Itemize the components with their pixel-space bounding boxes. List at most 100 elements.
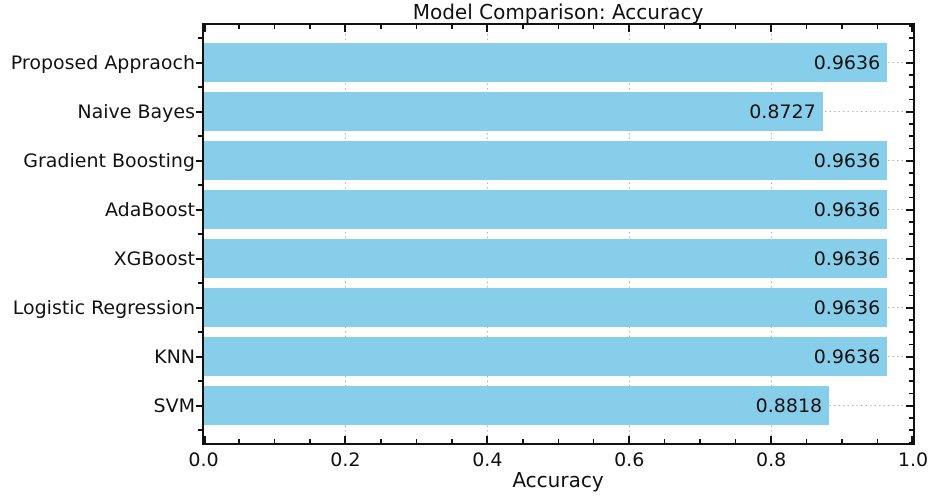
y-axis-tick <box>198 184 202 186</box>
x-axis-tick <box>699 439 701 443</box>
y-axis-tick <box>909 86 913 88</box>
bar-value-label: 0.9636 <box>813 198 881 221</box>
bar-value-label: 0.8727 <box>749 100 816 123</box>
y-axis-tick <box>195 355 202 358</box>
y-axis-tick <box>198 37 202 39</box>
bar: 0.9636 <box>203 239 888 278</box>
x-axis-tick <box>770 25 773 32</box>
x-axis-tick <box>273 25 276 29</box>
y-axis-tick <box>909 221 913 223</box>
y-axis-tick <box>198 135 202 137</box>
x-axis-tick <box>841 439 843 443</box>
y-axis-tick <box>198 429 202 431</box>
x-axis-tick-label: 0.0 <box>188 449 219 471</box>
y-axis-label: XGBoost <box>113 247 195 270</box>
x-axis-tick <box>876 25 879 29</box>
y-axis-tick <box>909 147 913 149</box>
x-axis-tick-label: 0.4 <box>472 449 503 471</box>
x-axis-tick <box>344 25 347 32</box>
y-axis-tick <box>906 355 913 358</box>
y-axis-tick <box>909 184 913 186</box>
y-axis-tick <box>909 429 913 431</box>
y-axis-tick <box>906 208 913 211</box>
y-axis-tick <box>198 282 202 284</box>
y-axis-tick <box>909 368 913 370</box>
x-axis-tick <box>486 436 489 443</box>
chart-title: Model Comparison: Accuracy <box>412 0 704 24</box>
x-axis-tick <box>238 439 240 443</box>
x-axis-tick <box>451 439 453 443</box>
y-axis-tick <box>909 196 913 198</box>
y-axis-tick <box>909 37 913 39</box>
x-axis-tick <box>309 439 311 443</box>
y-axis-tick <box>195 257 202 260</box>
x-axis-tick <box>805 25 808 29</box>
bar: 0.9636 <box>203 190 888 229</box>
y-axis-label: AdaBoost <box>105 198 195 221</box>
y-axis-tick <box>198 331 202 333</box>
x-axis-tick <box>628 25 631 32</box>
x-axis-tick <box>415 25 418 29</box>
y-axis-tick <box>909 441 913 443</box>
y-axis-tick <box>909 49 913 51</box>
bar-value-label: 0.9636 <box>813 345 881 368</box>
x-axis-tick <box>380 439 382 443</box>
bar: 0.9636 <box>203 288 888 327</box>
bar-value-label: 0.9636 <box>813 296 881 319</box>
x-axis-tick <box>841 25 843 29</box>
y-axis-tick <box>909 319 913 321</box>
y-axis-label: Naive Bayes <box>77 100 195 123</box>
grid-line-vertical <box>486 25 488 443</box>
x-axis-tick <box>734 25 737 29</box>
bar-value-label: 0.9636 <box>813 51 881 74</box>
y-axis-tick <box>909 233 913 235</box>
y-axis-tick <box>906 404 913 407</box>
y-axis-tick <box>195 208 202 211</box>
y-axis-tick <box>909 331 913 333</box>
x-axis-tick <box>911 436 913 443</box>
y-axis-tick <box>195 61 202 64</box>
x-axis-tick <box>663 439 666 443</box>
y-axis-tick <box>909 294 913 296</box>
x-axis-tick-label: 0.6 <box>614 449 645 471</box>
x-axis-tick <box>592 25 595 29</box>
y-axis-tick <box>909 270 913 272</box>
y-axis-tick <box>198 233 202 235</box>
bar: 0.9636 <box>203 43 888 82</box>
y-axis-label: Gradient Boosting <box>23 149 195 172</box>
x-axis-tick <box>734 439 737 443</box>
y-axis-tick <box>906 61 913 64</box>
y-axis-tick <box>909 282 913 284</box>
x-axis-tick <box>522 25 524 29</box>
plot-area: 0.9636 0.8727 0.9636 0.9636 0.9636 0.9636 0.96… <box>195 23 915 445</box>
bar: 0.8727 <box>203 92 823 131</box>
y-axis-tick <box>195 110 202 113</box>
x-axis-tick <box>805 439 808 443</box>
grid-line-vertical <box>770 25 772 443</box>
x-axis-tick-label: 1.0 <box>897 449 929 471</box>
bar: 0.9636 <box>203 141 888 180</box>
x-axis-tick <box>309 25 311 29</box>
x-axis-tick <box>273 439 276 443</box>
x-axis-tick <box>663 25 666 29</box>
x-axis-tick <box>770 436 773 443</box>
y-axis-label: Logistic Regression <box>12 296 195 319</box>
x-axis-tick <box>911 25 913 32</box>
x-axis-tick <box>876 439 879 443</box>
y-axis-tick <box>198 380 202 382</box>
x-axis-tick <box>522 439 524 443</box>
bar: 0.9636 <box>203 337 888 376</box>
y-axis-tick <box>906 306 913 309</box>
y-axis-tick <box>909 392 913 394</box>
y-axis-tick <box>195 404 202 407</box>
x-axis-tick <box>415 439 418 443</box>
x-axis-tick <box>486 25 489 32</box>
y-axis-tick <box>909 74 913 76</box>
y-axis-label: SVM <box>153 394 195 417</box>
y-axis-tick <box>909 172 913 174</box>
bar: 0.8818 <box>203 386 830 425</box>
x-axis-tick-label: 0.2 <box>330 449 361 471</box>
bar-value-label: 0.9636 <box>813 149 881 172</box>
x-axis-tick <box>699 25 701 29</box>
y-axis-tick <box>195 159 202 162</box>
